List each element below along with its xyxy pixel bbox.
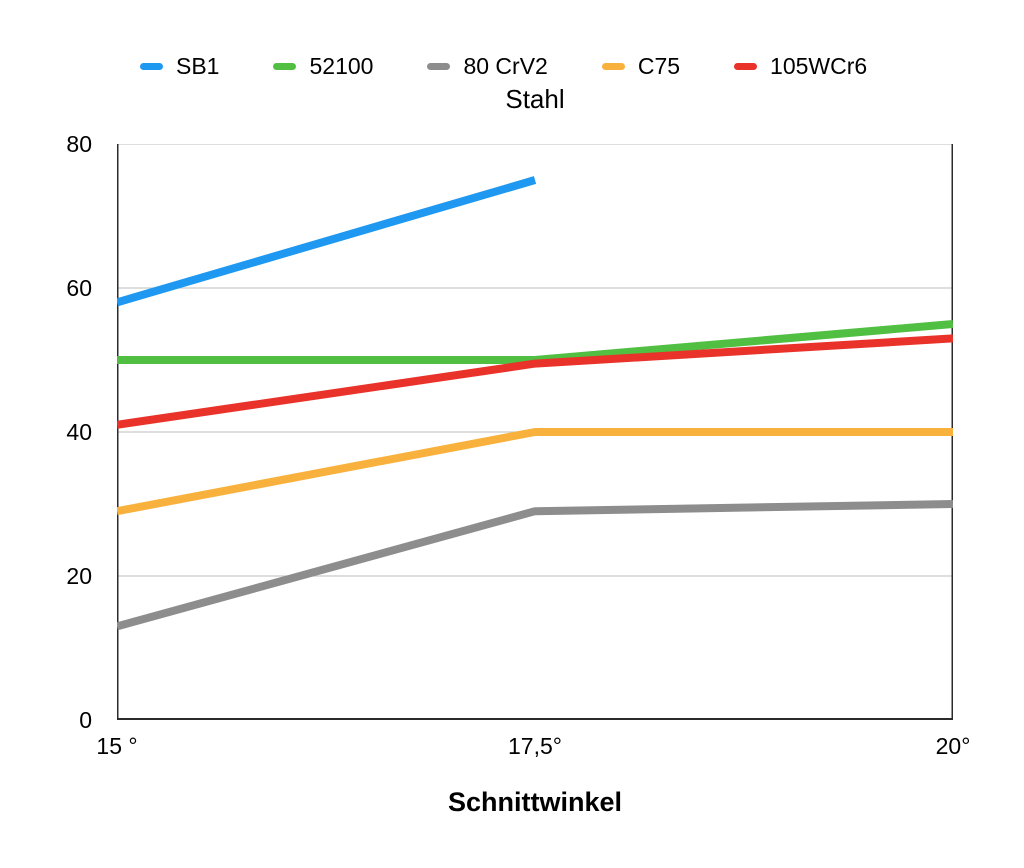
legend-item: SB1 xyxy=(140,53,219,80)
legend-swatch-icon xyxy=(273,62,297,70)
legend-item: 105WCr6 xyxy=(734,53,867,80)
x-tick-label: 15 ° xyxy=(96,733,138,759)
y-tick-label: 80 xyxy=(66,131,92,157)
legend-label: 80 CrV2 xyxy=(463,52,548,79)
x-axis-title: Schnittwinkel xyxy=(447,787,623,817)
chart-title: Stahl xyxy=(505,84,565,114)
y-tick-label: 20 xyxy=(66,563,92,589)
legend-swatch-icon xyxy=(427,62,451,70)
y-tick-label: 0 xyxy=(79,707,92,733)
legend-swatch-icon xyxy=(734,62,758,70)
legend-label: 105WCr6 xyxy=(770,52,868,79)
legend-label: C75 xyxy=(637,52,681,79)
legend-item: 52100 xyxy=(273,53,373,80)
legend-label: SB1 xyxy=(176,52,220,79)
x-tick-label: 20° xyxy=(935,733,971,759)
legend-swatch-icon xyxy=(140,62,163,70)
y-tick-label: 40 xyxy=(66,419,92,445)
plot-area xyxy=(117,144,953,720)
x-tick-label: 17,5° xyxy=(508,733,562,759)
y-tick-label: 60 xyxy=(66,275,92,301)
legend-label: 52100 xyxy=(309,52,374,79)
legend-item: 80 CrV2 xyxy=(427,52,548,80)
legend-item: C75 xyxy=(601,52,681,80)
chart-legend: SB1 52100 80 CrV2 C75 105WCr6 xyxy=(140,53,867,79)
legend-swatch-icon xyxy=(601,62,625,70)
